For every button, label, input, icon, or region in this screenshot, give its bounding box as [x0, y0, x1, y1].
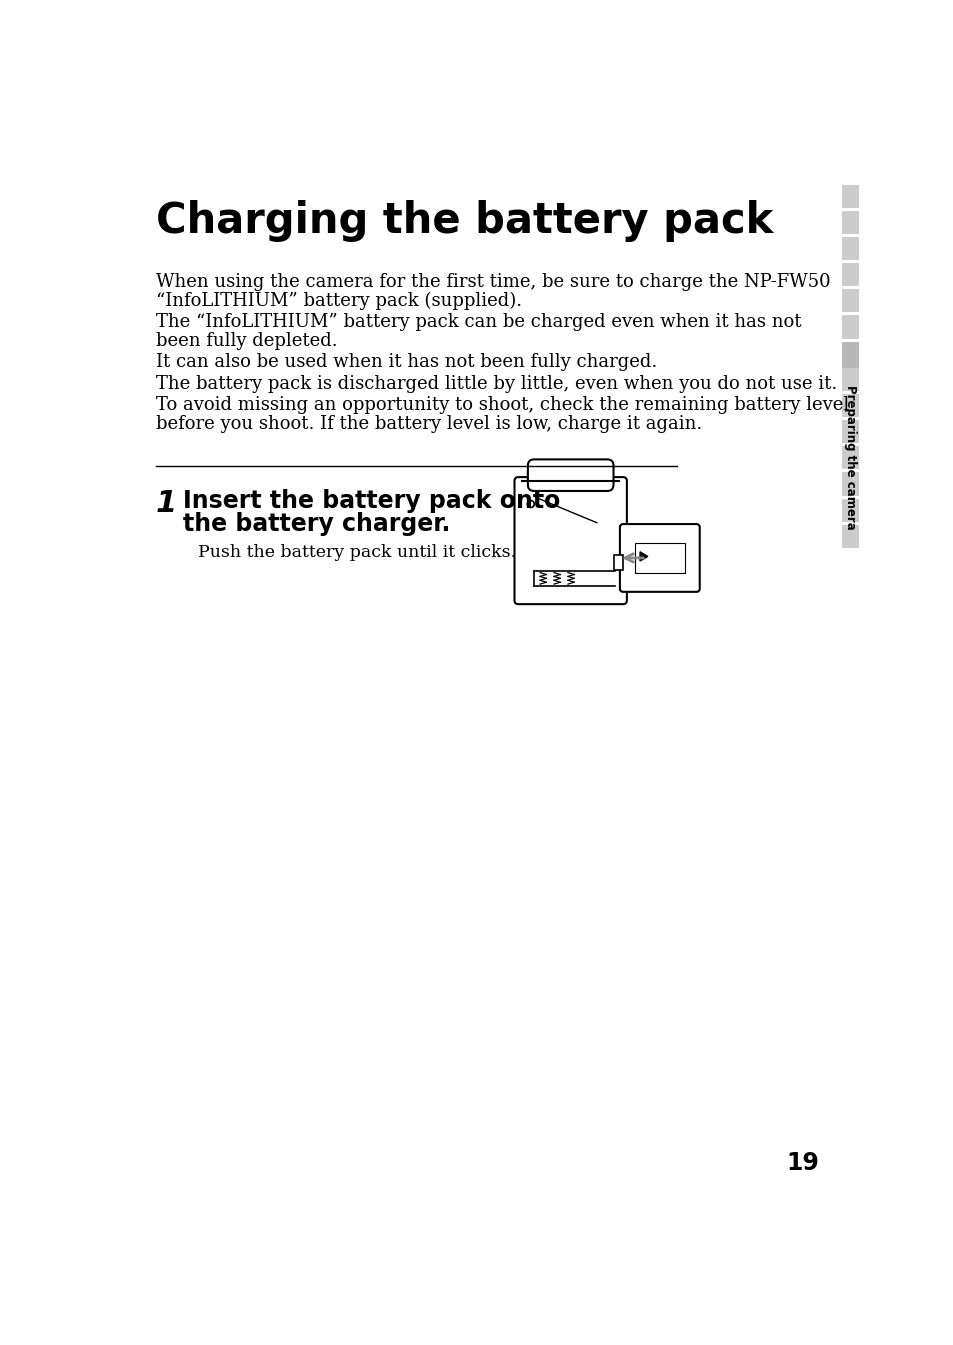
- Text: Insert the battery pack onto: Insert the battery pack onto: [183, 488, 559, 512]
- Text: 19: 19: [785, 1151, 819, 1176]
- Bar: [841, 237, 858, 260]
- Bar: [841, 525, 858, 547]
- Text: 1: 1: [155, 488, 176, 518]
- Text: When using the camera for the first time, be sure to charge the NP-FW50: When using the camera for the first time…: [155, 273, 829, 291]
- Bar: [634, 542, 684, 573]
- Bar: [841, 447, 858, 469]
- Text: The “InfoLITHIUM” battery pack can be charged even when it has not: The “InfoLITHIUM” battery pack can be ch…: [155, 313, 801, 331]
- Bar: [841, 342, 858, 381]
- Bar: [841, 211, 858, 234]
- Bar: [841, 184, 858, 207]
- Text: been fully depleted.: been fully depleted.: [155, 332, 337, 350]
- Text: The battery pack is discharged little by little, even when you do not use it.: The battery pack is discharged little by…: [155, 375, 836, 393]
- Bar: [841, 499, 858, 522]
- Bar: [613, 555, 622, 570]
- Circle shape: [527, 500, 534, 507]
- Text: To avoid missing an opportunity to shoot, check the remaining battery level: To avoid missing an opportunity to shoot…: [155, 397, 848, 414]
- Text: Charging the battery pack: Charging the battery pack: [155, 200, 772, 242]
- Text: Push the battery pack until it clicks.: Push the battery pack until it clicks.: [198, 545, 516, 561]
- Bar: [841, 472, 858, 495]
- Bar: [841, 289, 858, 312]
- Polygon shape: [639, 551, 647, 561]
- Text: the battery charger.: the battery charger.: [183, 511, 450, 535]
- Text: before you shoot. If the battery level is low, charge it again.: before you shoot. If the battery level i…: [155, 414, 701, 433]
- Text: It can also be used when it has not been fully charged.: It can also be used when it has not been…: [155, 354, 657, 371]
- Bar: [841, 367, 858, 391]
- Text: Preparing the camera: Preparing the camera: [842, 385, 856, 530]
- Bar: [532, 472, 608, 487]
- FancyBboxPatch shape: [619, 525, 699, 592]
- Bar: [841, 315, 858, 339]
- Bar: [841, 420, 858, 444]
- Bar: [841, 264, 858, 286]
- FancyBboxPatch shape: [514, 477, 626, 604]
- FancyBboxPatch shape: [527, 460, 613, 491]
- Bar: [841, 394, 858, 417]
- Text: “InfoLITHIUM” battery pack (supplied).: “InfoLITHIUM” battery pack (supplied).: [155, 292, 521, 309]
